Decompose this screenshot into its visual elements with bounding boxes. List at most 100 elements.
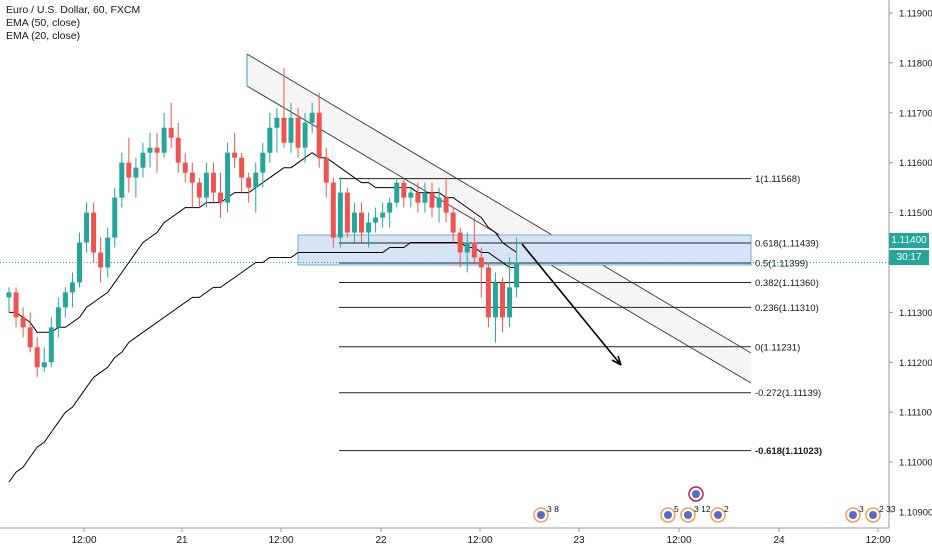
candle-body [323,157,329,183]
projection-arrow-head [611,355,622,366]
candle-body [161,127,167,153]
bar-countdown-tag: 30:17 [889,250,929,265]
candle-body [147,147,153,153]
y-tick-label: 1.11600 [899,158,932,169]
channel-upper-line [246,53,752,354]
fib-zone [297,234,752,266]
y-tick-label: 1.11900 [899,8,932,19]
candle-body [69,282,75,293]
candle-body [351,212,357,233]
candle-body [295,117,301,148]
candle-body [492,282,498,318]
y-tick-label: 1.10900 [899,507,932,518]
event-flag-dot [869,511,877,519]
candle-body [429,192,435,208]
symbol-title[interactable]: Euro / U.S. Dollar, 60, FXCM [6,4,141,16]
event-count: 3 [859,504,864,514]
candle-body [48,327,54,363]
candle-body [13,292,19,318]
candle-body [225,152,231,203]
candle-body [450,212,456,233]
event-highlight-dot [692,490,700,498]
candle-body [471,242,477,258]
candle-body [77,242,82,283]
event-count: 2 [724,504,729,514]
candle-body [154,147,160,153]
event-flag-dot [537,511,545,519]
event-count: 3 8 [547,504,559,514]
y-tick-label: 1.11100 [899,408,932,419]
x-tick-label: 24 [773,535,785,546]
candle-body [330,182,336,238]
candle-body [408,192,414,198]
x-tick-label: 22 [375,535,387,546]
projection-arrow-line [521,243,622,366]
candle-body [387,202,393,213]
ema50-legend[interactable]: EMA (50, close) [6,17,81,29]
x-tick-label: 21 [176,535,188,546]
candle-body [168,127,174,138]
candle-body [105,237,111,268]
event-count: 2 33 [879,504,896,514]
candle-body [84,212,90,243]
candle-body [359,212,364,233]
candle-body [140,152,146,168]
ema20-legend[interactable]: EMA (20, close) [6,30,81,42]
candle-body [316,112,322,158]
x-tick-label: 12:00 [467,535,492,546]
candle-body [507,287,513,318]
event-flag-dot [849,511,857,519]
candle-body [260,152,266,173]
fib-level-label: 0.5(1.11399) [755,258,808,269]
fib-level-label: 0.618(1.11439) [755,239,819,250]
ema50-line [8,242,517,483]
candle-body [309,112,315,123]
y-tick-label: 1.11300 [899,308,932,319]
y-tick-label: 1.11800 [899,58,932,69]
candle-body [366,222,372,233]
candle-body [41,362,47,368]
event-flag-dot [664,511,672,519]
y-tick-label: 1.11700 [899,108,932,119]
candle-body [415,192,421,203]
candle-body [464,242,470,253]
candle-body [422,192,428,203]
x-tick-label: 12:00 [666,535,691,546]
candle-body [218,192,223,203]
candle-body [239,157,245,178]
fib-level-label: -0.272(1.11139) [755,388,821,399]
candle-body [246,177,252,188]
candle-body [500,282,505,318]
candle-body [478,257,484,268]
candle-body [27,327,33,348]
event-count: 5 [674,504,679,514]
candle-body [514,262,520,288]
candle-body [91,212,97,253]
current-price-value: 1.11400 [891,235,927,246]
candle-body [401,182,407,198]
x-tick-label: 12:00 [71,535,96,546]
y-tick-label: 1.11500 [899,208,932,219]
candle-body [373,217,379,223]
candle-body [175,137,181,163]
candle-body [62,292,68,308]
event-flag-dot [714,511,722,519]
candle-body [133,167,139,178]
channel-lower-line [246,85,752,384]
candle-body [182,162,188,173]
current-price-tag: 1.11400 [889,233,929,248]
candle-body [210,172,216,193]
bar-countdown: 30:17 [896,252,922,263]
chart-legend: Euro / U.S. Dollar, 60, FXCM EMA (50, cl… [6,4,140,43]
candle-body [253,172,259,188]
candle-body [196,182,202,198]
candle-body [485,267,491,318]
y-tick-label: 1.11000 [899,458,932,469]
candle-body [34,347,40,368]
candle-body [457,232,463,253]
candle-body [126,162,132,178]
event-count: 3 12 [694,504,711,514]
candle-body [189,172,195,183]
